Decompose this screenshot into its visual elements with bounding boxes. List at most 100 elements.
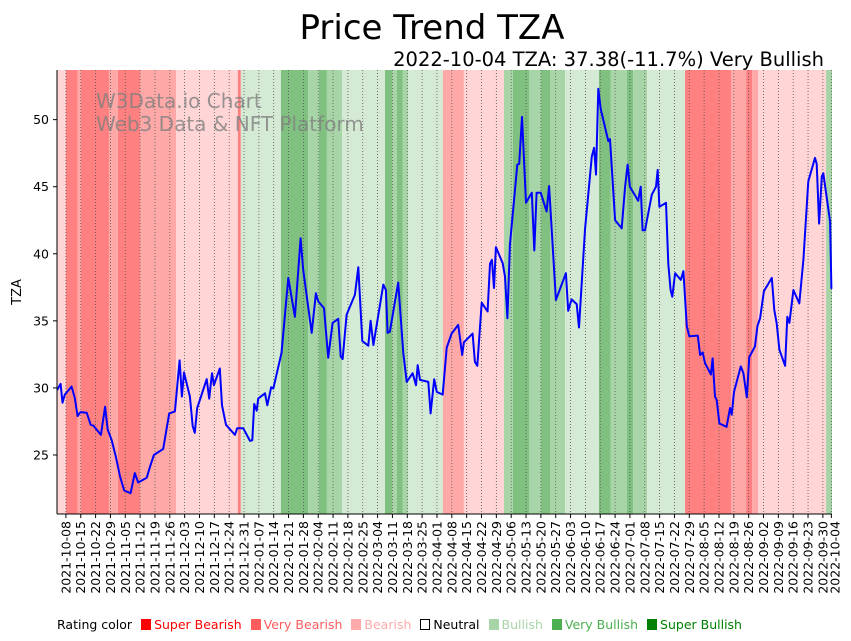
x-tick-label: 2022-07-08: [637, 521, 652, 594]
rating-band-super-bullish: [385, 70, 393, 514]
x-tick-label: 2022-07-01: [622, 521, 637, 594]
x-tick-label: 2021-10-29: [103, 521, 118, 594]
x-tick-label: 2021-12-24: [222, 521, 237, 594]
legend-item-bearish: Bearish: [351, 617, 411, 635]
x-tick-label: 2022-05-13: [519, 521, 534, 594]
rating-bands: [57, 70, 832, 514]
rating-band-very-bullish: [826, 70, 832, 514]
rating-band-very-bullish: [308, 70, 319, 514]
price-line: [56, 87, 833, 495]
rating-band-very-bullish: [326, 70, 342, 514]
x-tick-label: 2022-06-24: [608, 521, 623, 594]
rating-band-super-bullish: [540, 70, 550, 514]
x-tick-label: 2021-11-26: [162, 521, 177, 594]
watermark-line-2: Web3 Data & NFT Platform: [96, 112, 364, 136]
rating-band-bearish: [757, 70, 827, 514]
rating-band-super-bullish: [280, 70, 309, 514]
legend-swatch: [351, 619, 362, 630]
rating-band-very-bullish: [402, 70, 408, 514]
rating-band-super-bearish: [65, 70, 78, 514]
rating-band-very-bullish: [392, 70, 397, 514]
x-tick-label: 2022-08-19: [726, 521, 741, 594]
rating-band-very-bullish: [528, 70, 541, 514]
x-tick-label: 2021-11-12: [133, 521, 148, 594]
y-tick-label: 35: [33, 313, 49, 328]
legend-title: Rating color: [57, 617, 133, 632]
legend-item-bullish: Bullish: [488, 617, 543, 635]
legend-label: Very Bearish: [263, 617, 343, 632]
x-tick-label: 2021-11-05: [118, 521, 133, 594]
x-tick-label: 2022-01-28: [296, 521, 311, 594]
x-tick-label: 2022-08-12: [711, 521, 726, 594]
rating-band-super-bearish: [117, 70, 141, 514]
legend-item-super-bullish: Super Bullish: [647, 617, 742, 635]
x-tick-label: 2022-03-25: [415, 521, 430, 594]
rating-band-super-bullish: [598, 70, 611, 514]
x-tick-label: 2022-06-03: [563, 521, 578, 594]
axes: 2021-10-08 2021-10-15 2021-10-22 2021-10-29…: [33, 70, 842, 594]
watermark-line-1: W3Data.io Chart: [96, 89, 262, 113]
x-tick-label: 2022-09-09: [771, 521, 786, 594]
rating-band-super-bearish: [237, 70, 241, 514]
legend-label: Neutral: [433, 617, 480, 632]
x-tick-label: 2022-05-20: [533, 521, 548, 594]
x-tick-label: 2022-09-16: [786, 521, 801, 594]
rating-band-bearish: [176, 70, 238, 514]
rating-legend: Rating color Super Bearish Very Bearish …: [57, 617, 742, 635]
y-tick-label: 25: [33, 447, 49, 462]
rating-band-very-bearish: [108, 70, 118, 514]
rating-band-super-bearish: [80, 70, 109, 514]
legend-swatch: [488, 619, 499, 630]
x-tick-label: 2022-01-21: [281, 521, 296, 594]
rating-band-bullish: [407, 70, 443, 514]
x-tick-label: 2022-06-17: [593, 521, 608, 594]
legend-label: Bearish: [364, 617, 412, 632]
x-tick-label: 2022-08-05: [697, 521, 712, 594]
x-tick-label: 2022-07-22: [667, 521, 682, 594]
x-tick-label: 2022-03-04: [370, 521, 385, 594]
legend-swatch: [647, 619, 658, 630]
y-tick-label: 45: [33, 179, 49, 194]
x-tick-label: 2021-10-22: [88, 521, 103, 594]
grid-lines: [65, 70, 832, 514]
x-tick-label: 2022-02-11: [326, 521, 341, 594]
x-tick-label: 2022-08-26: [741, 521, 756, 594]
legend-swatch: [551, 619, 562, 630]
legend-label: Bullish: [501, 617, 543, 632]
rating-band-very-bullish: [610, 70, 627, 514]
legend-label: Very Bullish: [564, 617, 639, 632]
legend-label: Super Bearish: [154, 617, 242, 632]
rating-band-very-bearish: [140, 70, 177, 514]
y-tick-label: 40: [33, 246, 49, 261]
rating-band-bearish: [463, 70, 504, 514]
chart-title: Price Trend TZA: [300, 8, 565, 48]
x-tick-label: 2022-04-29: [489, 521, 504, 594]
rating-band-super-bearish: [746, 70, 753, 514]
rating-band-very-bullish: [633, 70, 648, 514]
x-tick-label: 2022-04-22: [474, 521, 489, 594]
x-tick-label: 2022-05-06: [504, 521, 519, 594]
rating-band-very-bullish: [549, 70, 566, 514]
rating-band-very-bearish: [731, 70, 747, 514]
x-tick-label: 2022-04-08: [444, 521, 459, 594]
y-axis-label: TZA: [10, 279, 25, 306]
rating-band-very-bearish: [442, 70, 464, 514]
x-tick-label: 2022-04-15: [459, 521, 474, 594]
rating-band-very-bearish: [752, 70, 758, 514]
legend-swatch: [141, 619, 152, 630]
chart-subtitle: 2022-10-04 TZA: 37.38(-11.7%) Very Bulli…: [393, 48, 824, 71]
x-tick-label: 2022-05-27: [548, 521, 563, 594]
x-tick-label: 2022-09-23: [801, 521, 816, 594]
x-tick-label: 2022-07-29: [682, 521, 697, 594]
x-tick-label: 2022-09-30: [815, 521, 830, 594]
legend-item-very-bullish: Very Bullish: [551, 617, 639, 635]
x-tick-label: 2022-01-14: [266, 521, 281, 594]
x-tick-label: 2021-12-10: [192, 521, 207, 594]
x-tick-label: 2022-03-18: [400, 521, 415, 594]
rating-band-very-bearish: [77, 70, 81, 514]
x-tick-label: 2022-02-25: [355, 521, 370, 594]
x-tick-label: 2022-06-10: [578, 521, 593, 594]
rating-band-bullish: [341, 70, 386, 514]
y-tick-label: 30: [33, 380, 49, 395]
